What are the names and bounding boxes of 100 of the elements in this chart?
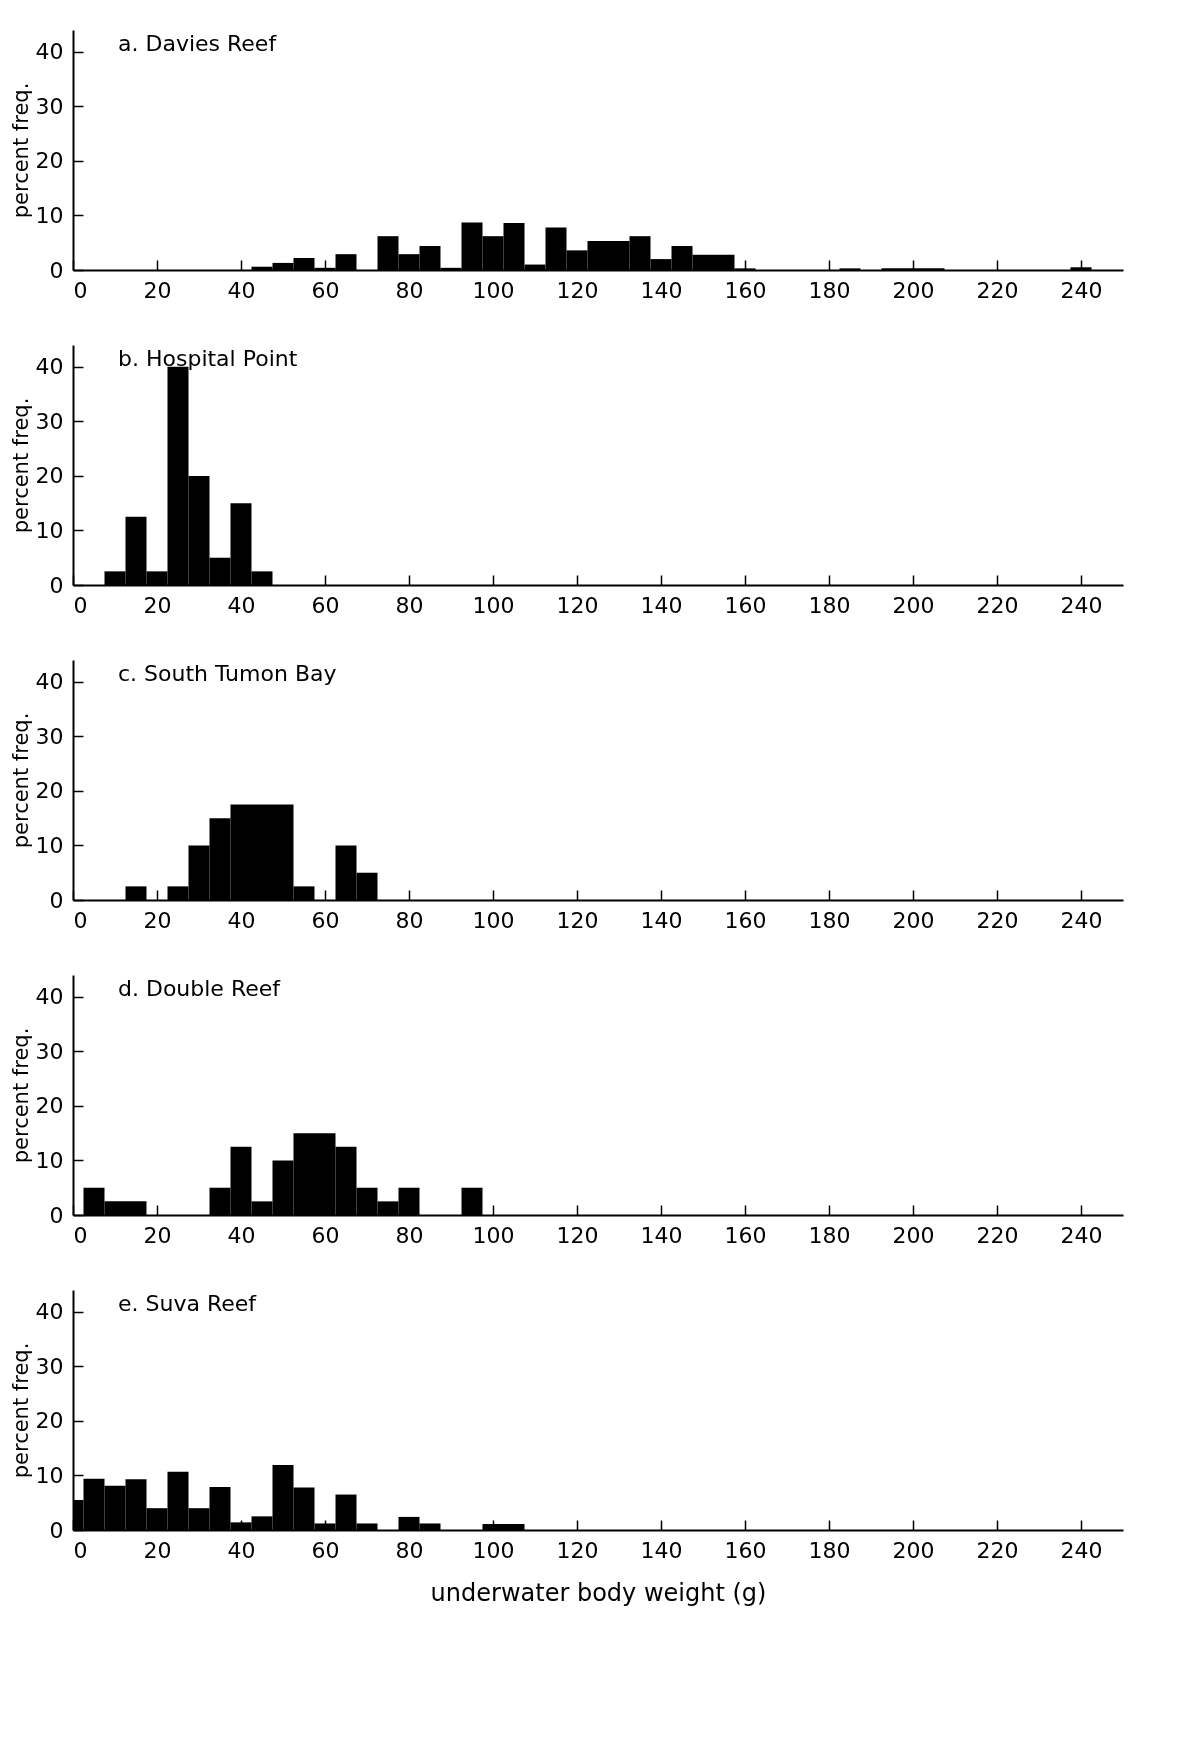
x-tick-label: 80 [395, 907, 424, 933]
x-tick-label: 40 [227, 1537, 256, 1563]
x-tick-label: 220 [976, 1537, 1019, 1563]
x-tick-label: 200 [892, 1222, 935, 1248]
y-tick-label: 20 [35, 148, 64, 174]
x-tick-label: 180 [808, 907, 851, 933]
chart-title: b. Hospital Point [118, 346, 298, 371]
y-tick-label: 10 [35, 1147, 64, 1173]
x-tick-label: 140 [640, 592, 683, 618]
y-tick-label: 0 [49, 1202, 64, 1228]
y-tick-label: 20 [35, 463, 64, 489]
x-tick-label: 20 [143, 592, 172, 618]
y-axis-title: percent freq. [8, 397, 33, 534]
y-axis-title: percent freq. [8, 82, 33, 219]
x-tick-label: 180 [808, 277, 851, 303]
x-tick-label: 200 [892, 1537, 935, 1563]
y-tick-label: 30 [35, 1353, 64, 1379]
x-tick-label: 200 [892, 592, 935, 618]
x-tick-label: 120 [556, 1537, 599, 1563]
x-tick-label: 240 [1060, 1537, 1103, 1563]
x-tick-label: 220 [976, 907, 1019, 933]
x-tick-label: 40 [227, 1222, 256, 1248]
x-tick-label: 20 [143, 1537, 172, 1563]
x-tick-label: 100 [472, 1537, 515, 1563]
x-tick-label: 100 [472, 1222, 515, 1248]
x-tick-label: 200 [892, 907, 935, 933]
x-tick-label: 0 [73, 1537, 88, 1563]
y-tick-label: 40 [35, 354, 64, 380]
x-tick-label: 20 [143, 277, 172, 303]
x-tick-label: 120 [556, 907, 599, 933]
y-tick-label: 10 [35, 202, 64, 228]
y-tick-label: 20 [35, 1093, 64, 1119]
x-tick-label: 220 [976, 277, 1019, 303]
y-tick-label: 10 [35, 832, 64, 858]
chart-title: a. Davies Reef [118, 31, 278, 56]
x-tick-label: 240 [1060, 907, 1103, 933]
chart-title: c. South Tumon Bay [118, 661, 337, 686]
x-tick-label: 60 [311, 277, 340, 303]
x-tick-label: 100 [472, 907, 515, 933]
x-tick-label: 60 [311, 907, 340, 933]
x-tick-label: 0 [73, 592, 88, 618]
x-tick-label: 180 [808, 592, 851, 618]
y-tick-label: 30 [35, 1038, 64, 1064]
x-tick-label: 140 [640, 277, 683, 303]
x-tick-label: 120 [556, 592, 599, 618]
y-tick-label: 10 [35, 1462, 64, 1488]
x-axis-title: underwater body weight (g) [430, 1578, 767, 1607]
y-tick-label: 10 [35, 517, 64, 543]
x-tick-label: 80 [395, 1222, 424, 1248]
x-tick-label: 140 [640, 1537, 683, 1563]
x-tick-label: 200 [892, 277, 935, 303]
y-tick-label: 0 [49, 257, 64, 283]
x-tick-label: 80 [395, 1537, 424, 1563]
x-tick-label: 140 [640, 1222, 683, 1248]
y-axis-title: percent freq. [8, 1342, 33, 1479]
x-tick-label: 220 [976, 592, 1019, 618]
y-axis-title: percent freq. [8, 1027, 33, 1164]
x-tick-label: 240 [1060, 277, 1103, 303]
x-tick-label: 0 [73, 1222, 88, 1248]
x-tick-label: 120 [556, 277, 599, 303]
x-tick-label: 160 [724, 1537, 767, 1563]
y-tick-label: 40 [35, 39, 64, 65]
x-tick-label: 100 [472, 592, 515, 618]
x-tick-label: 0 [73, 277, 88, 303]
y-tick-label: 30 [35, 723, 64, 749]
x-tick-label: 80 [395, 592, 424, 618]
chart-title: e. Suva Reef [118, 1291, 258, 1316]
x-tick-label: 140 [640, 907, 683, 933]
x-tick-label: 160 [724, 907, 767, 933]
x-tick-label: 20 [143, 1222, 172, 1248]
chart-title: d. Double Reef [118, 976, 282, 1001]
x-tick-label: 60 [311, 1537, 340, 1563]
y-tick-label: 40 [35, 669, 64, 695]
x-tick-label: 40 [227, 592, 256, 618]
x-tick-label: 220 [976, 1222, 1019, 1248]
y-tick-label: 0 [49, 887, 64, 913]
y-tick-label: 30 [35, 408, 64, 434]
x-tick-label: 60 [311, 1222, 340, 1248]
x-tick-label: 180 [808, 1222, 851, 1248]
y-tick-label: 0 [49, 1517, 64, 1543]
x-tick-label: 160 [724, 277, 767, 303]
y-tick-label: 40 [35, 1299, 64, 1325]
x-tick-label: 20 [143, 907, 172, 933]
x-tick-label: 240 [1060, 592, 1103, 618]
x-tick-label: 160 [724, 592, 767, 618]
x-tick-label: 0 [73, 907, 88, 933]
y-tick-label: 30 [35, 93, 64, 119]
y-axis-title: percent freq. [8, 712, 33, 849]
x-tick-label: 240 [1060, 1222, 1103, 1248]
y-tick-label: 20 [35, 1408, 64, 1434]
x-tick-label: 60 [311, 592, 340, 618]
y-tick-label: 20 [35, 778, 64, 804]
x-tick-label: 40 [227, 907, 256, 933]
x-tick-label: 80 [395, 277, 424, 303]
x-tick-label: 100 [472, 277, 515, 303]
x-tick-label: 120 [556, 1222, 599, 1248]
x-tick-label: 40 [227, 277, 256, 303]
y-tick-label: 40 [35, 984, 64, 1010]
x-tick-label: 180 [808, 1537, 851, 1563]
y-tick-label: 0 [49, 572, 64, 598]
